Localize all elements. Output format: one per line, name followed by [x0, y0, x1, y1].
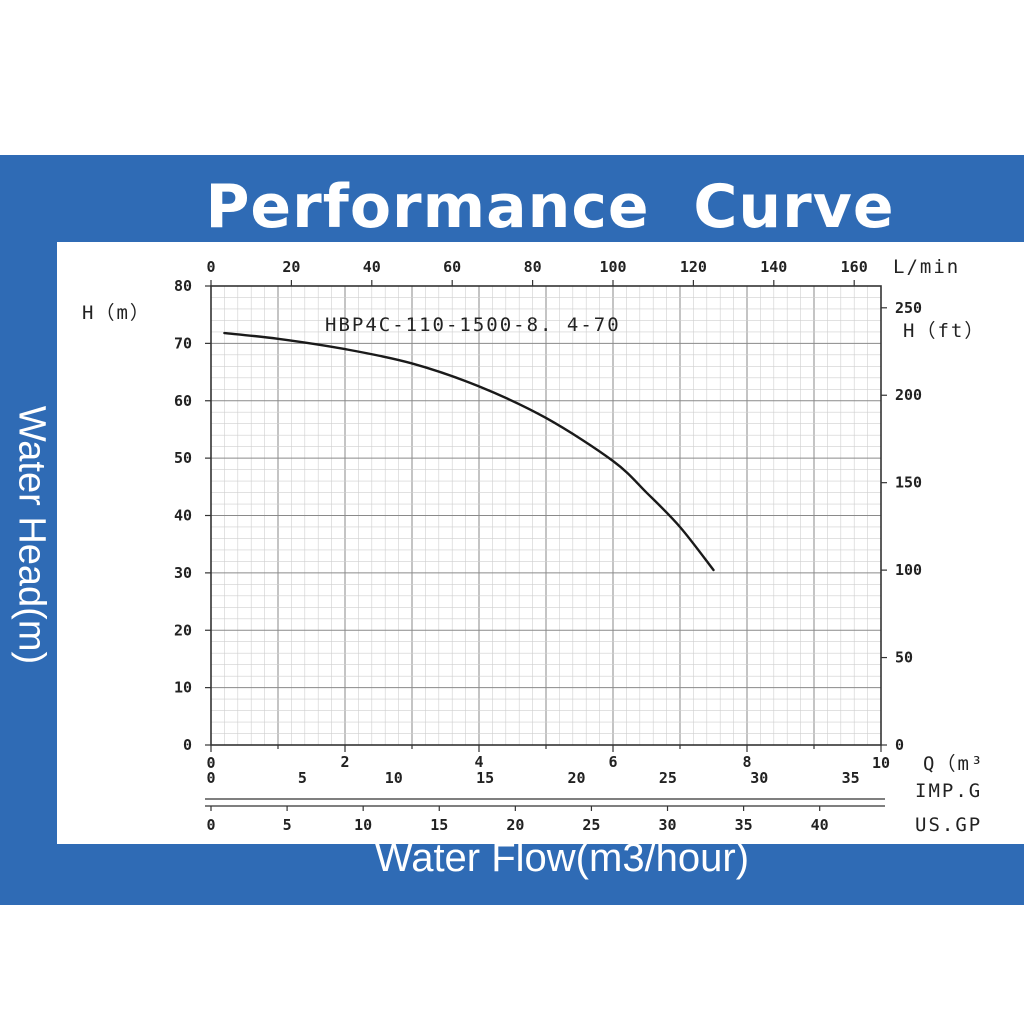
chart-title: HBP4C-110-1500-8. 4-70 [325, 314, 621, 336]
imp-tick-label: 0 [206, 769, 215, 787]
imp-tick-label: 15 [476, 769, 494, 787]
imp-tick-label: 10 [385, 769, 403, 787]
right-tick-label: 200 [895, 386, 922, 404]
chart-marks [223, 331, 715, 572]
left-tick-label: 50 [174, 449, 192, 467]
left-tick-label: 0 [183, 736, 192, 754]
x-axis-side-label: Water Flow(m3/hour) [374, 836, 750, 880]
left-axis-label: H（m） [82, 302, 151, 324]
imp-tick-label: 5 [298, 769, 307, 787]
imp-tick-label: 20 [567, 769, 585, 787]
left-tick-label: 40 [174, 507, 192, 525]
us-tick-label: 5 [283, 816, 292, 834]
right-axis-label: H（ft） [903, 320, 985, 342]
q-tick-label: 6 [608, 753, 617, 771]
left-tick-label: 10 [174, 679, 192, 697]
left-tick-label: 20 [174, 621, 192, 639]
top-tick-label: 0 [206, 258, 215, 276]
top-tick-label: 20 [282, 258, 300, 276]
top-tick-label: 40 [363, 258, 381, 276]
chart-panel [57, 242, 1024, 844]
imp-tick-label: 30 [750, 769, 768, 787]
page-title: Performance Curve [205, 172, 895, 242]
us-tick-label: 25 [582, 816, 600, 834]
performance-curve-line [223, 331, 715, 572]
top-tick-label: 160 [841, 258, 868, 276]
imp-tick-label: 25 [659, 769, 677, 787]
top-tick-label: 140 [760, 258, 787, 276]
left-tick-label: 70 [174, 334, 192, 352]
right-tick-label: 0 [895, 736, 904, 754]
top-tick-label: 60 [443, 258, 461, 276]
left-tick-label: 80 [174, 277, 192, 295]
q-tick-label: 8 [742, 753, 751, 771]
us-tick-label: 20 [506, 816, 524, 834]
q-tick-label: 4 [474, 753, 483, 771]
us-tick-label: 40 [811, 816, 829, 834]
right-tick-label: 100 [895, 561, 922, 579]
q-axis-label: Q（m³ [923, 753, 984, 775]
q-tick-label: 0 [206, 754, 215, 772]
us-tick-label: 35 [735, 816, 753, 834]
us-tick-label: 30 [658, 816, 676, 834]
top-tick-label: 100 [599, 258, 626, 276]
top-tick-label: 80 [524, 258, 542, 276]
us-tick-label: 10 [354, 816, 372, 834]
right-tick-label: 150 [895, 474, 922, 492]
top-axis-label: L/min [893, 256, 960, 278]
top-tick-label: 120 [680, 258, 707, 276]
left-tick-label: 30 [174, 564, 192, 582]
chart-labels: 01020304050607080H（m）050100150200250H（ft… [82, 256, 985, 836]
q-tick-label: 2 [340, 753, 349, 771]
q-tick-label: 10 [872, 754, 890, 772]
right-tick-label: 50 [895, 649, 913, 667]
us-tick-label: 15 [430, 816, 448, 834]
us-tick-label: 0 [206, 816, 215, 834]
imp-axis-label: IMP.G [915, 780, 982, 802]
left-tick-label: 60 [174, 392, 192, 410]
imp-tick-label: 35 [842, 769, 860, 787]
right-tick-label: 250 [895, 299, 922, 317]
us-axis-label: US.GP [915, 814, 982, 836]
chart-grid [205, 280, 887, 811]
